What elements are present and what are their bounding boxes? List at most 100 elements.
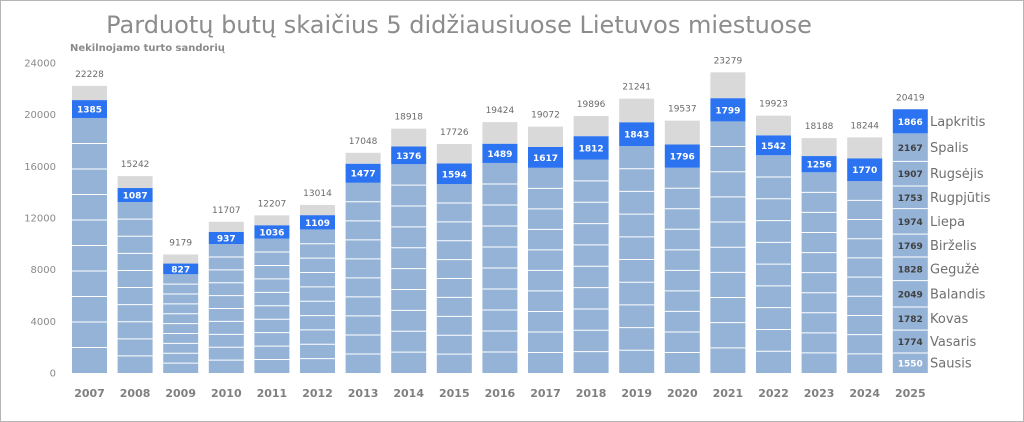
november-value-label: 1477 xyxy=(351,170,376,180)
y-axis-ticks: 0 4000 8000 12000 16000 20000 24000 xyxy=(24,59,56,380)
month-value-label: 1769 xyxy=(898,242,923,252)
x-tick-label: 2015 xyxy=(439,387,470,400)
bar-group-2022: 1542 19923 xyxy=(756,100,791,373)
x-tick-label: 2007 xyxy=(74,387,105,400)
bar-december xyxy=(300,204,335,216)
x-tick-label: 2014 xyxy=(393,387,424,400)
bar-december xyxy=(72,85,107,101)
november-value-label: 1542 xyxy=(761,142,786,152)
bar-november xyxy=(619,122,655,147)
month-name-label: Spalis xyxy=(930,141,969,156)
month-name-label: Liepa xyxy=(930,215,965,230)
bar-december xyxy=(573,116,609,137)
november-value-label: 1796 xyxy=(670,153,695,163)
x-tick-label: 2020 xyxy=(667,387,698,400)
y-tick-label: 4000 xyxy=(31,317,56,328)
bar-december xyxy=(391,128,427,147)
november-value-label: 937 xyxy=(217,235,236,245)
total-value-label: 15242 xyxy=(121,160,150,170)
month-name-label: Rugpjūtis xyxy=(930,191,991,206)
bar-november xyxy=(892,109,928,134)
november-value-label: 1087 xyxy=(123,192,148,202)
total-value-label: 19424 xyxy=(486,106,515,116)
month-name-label: Birželis xyxy=(930,239,977,254)
bar-group-2008: 1087 15242 xyxy=(117,160,153,373)
total-value-label: 18188 xyxy=(805,122,834,132)
month-value-label: 1753 xyxy=(898,194,923,204)
month-name-label: Balandis xyxy=(930,287,986,302)
november-value-label: 1256 xyxy=(807,161,832,171)
x-tick-label: 2012 xyxy=(302,387,333,400)
bar-group-2014: 1376 18918 xyxy=(391,113,427,373)
november-value-label: 1799 xyxy=(715,106,740,116)
november-value-label: 1376 xyxy=(396,152,421,162)
bar-group-2018: 1812 19896 xyxy=(573,100,609,373)
bar-november xyxy=(300,215,335,230)
total-value-label: 9179 xyxy=(169,238,192,248)
total-value-label: 12207 xyxy=(258,199,287,209)
november-value-label: 827 xyxy=(171,265,190,275)
bar-group-2024: 1770 18244 xyxy=(847,121,883,373)
total-value-label: 19923 xyxy=(759,100,788,110)
y-tick-label: 0 xyxy=(50,369,56,380)
month-name-label: Rugsėjis xyxy=(930,167,984,182)
month-value-label: 1974 xyxy=(898,218,923,228)
bar-group-2009: 827 9179 xyxy=(163,238,199,373)
bar-december xyxy=(619,98,655,123)
bar-november xyxy=(756,135,791,156)
bar-december xyxy=(163,254,199,264)
total-value-label: 20419 xyxy=(896,93,925,103)
x-axis-ticks: 2007 2008 2009 2010 2011 2012 2013 2014 2015 2016… xyxy=(74,387,925,400)
total-value-label: 19072 xyxy=(531,111,560,121)
x-tick-label: 2019 xyxy=(621,387,652,400)
bar-november xyxy=(163,263,199,275)
bar-group-2019: 1843 21241 xyxy=(619,83,655,373)
total-value-label: 18244 xyxy=(850,121,879,131)
bar-december xyxy=(436,144,472,164)
november-value-label: 1843 xyxy=(624,131,649,141)
bar-december xyxy=(801,138,837,157)
month-name-label: Kovas xyxy=(930,312,968,327)
month-value-label: 1782 xyxy=(898,315,923,325)
bar-group-2011: 1036 12207 xyxy=(254,199,290,373)
x-tick-label: 2025 xyxy=(895,387,926,400)
november-value-label: 1036 xyxy=(259,228,284,238)
y-tick-label: 8000 xyxy=(31,265,56,276)
x-tick-label: 2009 xyxy=(165,387,196,400)
bar-november xyxy=(847,158,883,182)
bar-november xyxy=(710,98,746,122)
month-name-label: Gegužė xyxy=(930,262,979,277)
bar-november xyxy=(117,188,153,203)
x-tick-label: 2022 xyxy=(758,387,789,400)
bar-group-2015: 1594 17726 xyxy=(436,128,472,373)
y-axis-label: Nekilnojamo turto sandorių xyxy=(70,43,226,54)
bar-group-2020: 1796 19537 xyxy=(664,105,700,373)
total-value-label: 21241 xyxy=(622,83,651,93)
month-value-label: 1550 xyxy=(898,359,923,369)
x-tick-label: 2024 xyxy=(849,387,880,400)
bars: 1385 22228 1087 15242 827 9179 937 11707 1036 122… xyxy=(72,56,928,374)
bar-group-2023: 1256 18188 xyxy=(801,122,837,373)
month-value-label: 2167 xyxy=(898,144,923,154)
chart-title: Parduotų butų skaičius 5 didžiausiuose L… xyxy=(106,11,812,39)
x-tick-label: 2008 xyxy=(120,387,151,400)
bar-november xyxy=(573,136,609,160)
bar-november xyxy=(664,144,700,168)
month-name-label: Vasaris xyxy=(930,335,977,350)
bar-group-2010: 937 11707 xyxy=(208,206,244,373)
november-value-label: 1489 xyxy=(487,150,512,160)
x-tick-label: 2023 xyxy=(804,387,835,400)
bar-november xyxy=(801,156,837,173)
bar-december xyxy=(254,215,290,226)
month-name-label: Lapkritis xyxy=(930,115,986,130)
total-value-label: 18918 xyxy=(394,113,423,123)
bar-december xyxy=(345,152,381,164)
november-value-label: 1594 xyxy=(442,170,467,180)
bar-november xyxy=(391,146,427,165)
total-value-label: 13014 xyxy=(303,189,332,199)
month-value-label: 1907 xyxy=(898,170,923,180)
x-tick-label: 2018 xyxy=(576,387,607,400)
bar-december xyxy=(664,120,700,145)
november-value-label: 1385 xyxy=(77,106,102,116)
